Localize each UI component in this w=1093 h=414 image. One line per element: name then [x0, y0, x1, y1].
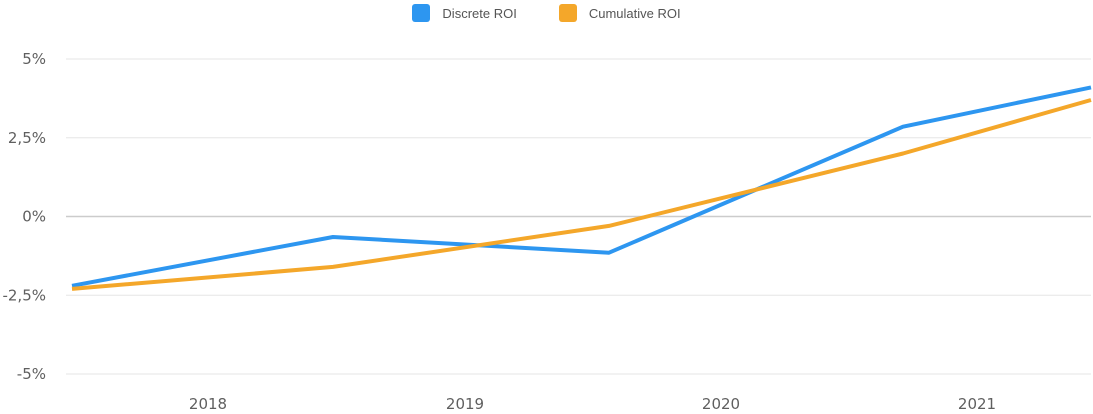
legend-item-discrete-roi[interactable]: Discrete ROI: [412, 4, 517, 22]
y-tick-label: -5%: [17, 365, 46, 383]
legend-swatch-cumulative-roi: [558, 4, 577, 22]
y-tick-label: 5%: [22, 50, 46, 68]
legend-label-cumulative-roi: Cumulative ROI: [588, 5, 681, 21]
y-tick-label: 2,5%: [8, 129, 46, 147]
x-tick-label: 2019: [446, 395, 484, 413]
x-tick-label: 2020: [702, 395, 740, 413]
legend-label-discrete-roi: Discrete ROI: [442, 5, 517, 21]
legend-swatch-discrete-roi: [412, 4, 431, 22]
legend-item-cumulative-roi[interactable]: Cumulative ROI: [558, 4, 681, 22]
legend: Discrete ROI Cumulative ROI: [0, 4, 1093, 22]
y-tick-label: 0%: [22, 208, 46, 226]
y-tick-label: -2,5%: [2, 286, 46, 304]
x-tick-label: 2021: [958, 395, 996, 413]
x-tick-label: 2018: [189, 395, 227, 413]
series-line-discrete-roi[interactable]: [71, 85, 1092, 288]
series-line-cumulative-roi[interactable]: [71, 98, 1092, 291]
